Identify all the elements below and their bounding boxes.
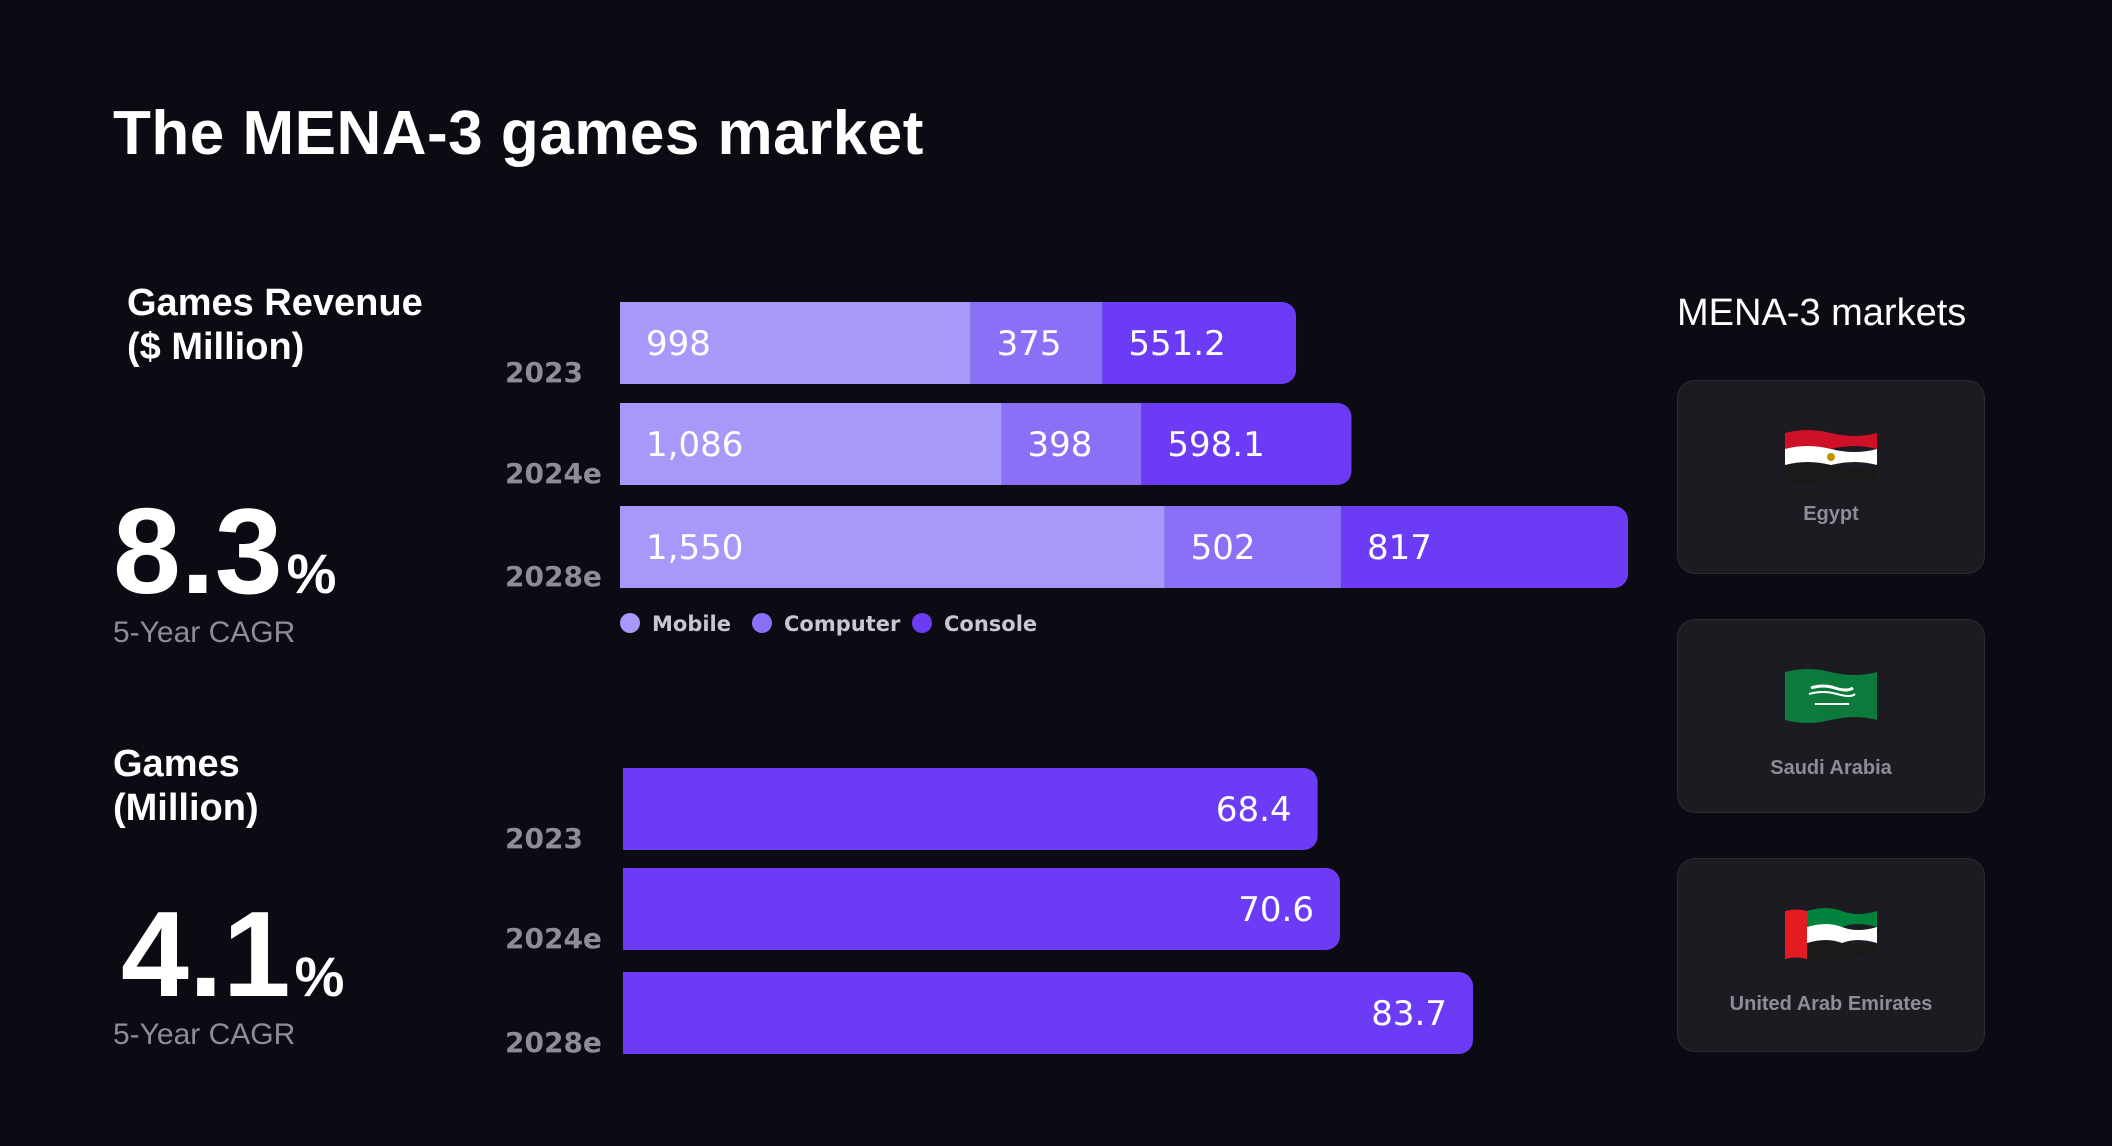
market-card-uae[interactable]: United Arab Emirates <box>1677 858 1985 1052</box>
page-title: The MENA-3 games market <box>113 99 924 168</box>
games-bar <box>623 868 1340 950</box>
revenue-bar-console <box>1141 403 1352 485</box>
revenue-cagr-value: 8.3% <box>113 490 336 612</box>
revenue-year-label: 2028e <box>505 560 602 593</box>
games-year-label: 2024e <box>505 922 602 955</box>
market-card-egypt[interactable]: Egypt <box>1677 380 1985 574</box>
games-year-label: 2023 <box>505 822 583 855</box>
market-name-saudi-arabia: Saudi Arabia <box>1770 757 1892 779</box>
games-cagr-value: 4.1% <box>121 893 344 1015</box>
revenue-bar-computer <box>1001 403 1142 485</box>
legend-label-computer: Computer <box>784 612 901 636</box>
games-bar-chart: 2023 68.4 2024e 70.6 2028e 83.7 <box>505 768 1473 1059</box>
revenue-bar-mobile <box>620 403 1002 485</box>
uae-flag-icon <box>1785 908 1877 962</box>
legend-swatch-mobile <box>620 613 640 633</box>
games-section-title: Games (Million) <box>113 743 259 829</box>
revenue-bar-computer <box>970 302 1103 384</box>
revenue-cagr-number: 8.3 <box>113 483 283 619</box>
revenue-year-label: 2023 <box>505 356 583 389</box>
revenue-bar-mobile <box>620 506 1165 588</box>
market-name-uae: United Arab Emirates <box>1729 993 1933 1015</box>
games-bar <box>623 972 1473 1054</box>
revenue-bar-value-label: 598.1 <box>1167 425 1264 465</box>
games-bar-value-label: 68.4 <box>1216 790 1292 830</box>
revenue-stacked-bar-chart: 2023 998 375 551.2 2024e 1,086 398 598.1 2028e 1,… <box>505 302 1628 593</box>
games-cagr-number: 4.1 <box>121 886 291 1022</box>
revenue-chart-legend: Mobile Computer Console <box>620 612 1037 636</box>
revenue-bar-computer <box>1164 506 1341 588</box>
legend-swatch-computer <box>752 613 772 633</box>
revenue-bar-console <box>1102 302 1297 384</box>
games-cagr-label: 5-Year CAGR <box>113 1018 296 1051</box>
egypt-flag-icon <box>1785 430 1877 484</box>
games-cagr-unit: % <box>294 945 345 1008</box>
revenue-cagr-unit: % <box>286 542 337 605</box>
games-bar <box>623 768 1318 850</box>
legend-swatch-console <box>912 613 932 633</box>
games-bar-value-label: 83.7 <box>1371 994 1447 1034</box>
games-bar-value-label: 70.6 <box>1238 890 1314 930</box>
revenue-bar-value-label: 817 <box>1367 528 1432 568</box>
revenue-bar-value-label: 375 <box>997 324 1062 364</box>
revenue-bar-value-label: 551.2 <box>1128 324 1225 364</box>
revenue-bar-value-label: 502 <box>1191 528 1256 568</box>
revenue-bar-console <box>1340 506 1628 588</box>
revenue-bar-value-label: 1,550 <box>646 528 743 568</box>
revenue-year-label: 2024e <box>505 457 602 490</box>
revenue-bar-value-label: 1,086 <box>646 425 743 465</box>
revenue-bar-mobile <box>620 302 971 384</box>
legend-label-mobile: Mobile <box>652 612 731 636</box>
revenue-bar-value-label: 998 <box>646 324 711 364</box>
market-name-egypt: Egypt <box>1803 503 1859 525</box>
revenue-cagr-label: 5-Year CAGR <box>113 616 296 649</box>
legend-label-console: Console <box>944 612 1037 636</box>
markets-title: MENA-3 markets <box>1677 292 1967 334</box>
games-year-label: 2028e <box>505 1026 602 1059</box>
revenue-section-title: Games Revenue ($ Million) <box>127 282 423 368</box>
market-card-saudi-arabia[interactable]: Saudi Arabia <box>1677 619 1985 813</box>
saudi-arabia-flag-icon <box>1785 669 1877 723</box>
revenue-bar-value-label: 398 <box>1028 425 1093 465</box>
